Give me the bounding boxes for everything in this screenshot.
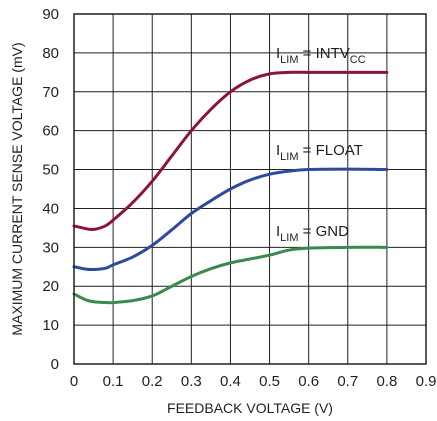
y-tick-label: 60 xyxy=(42,123,59,140)
x-tick-label: 0.1 xyxy=(103,373,124,390)
y-tick-label: 50 xyxy=(42,162,59,179)
x-tick-label: 0.5 xyxy=(259,373,280,390)
x-tick-label: 0 xyxy=(70,373,78,390)
y-tick-label: 10 xyxy=(42,317,59,334)
y-tick-label: 40 xyxy=(42,200,59,217)
series-annotation: ILIM = INTVCC xyxy=(276,45,366,66)
x-tick-label: 0.8 xyxy=(376,373,397,390)
x-tick-label: 0.7 xyxy=(337,373,358,390)
grid xyxy=(74,14,426,364)
x-tick-label: 0.9 xyxy=(416,373,437,390)
y-tick-labels: 0 10 20 30 40 50 60 70 80 90 xyxy=(42,6,59,373)
y-tick-label: 90 xyxy=(42,6,59,23)
x-tick-label: 0.3 xyxy=(181,373,202,390)
plot-series xyxy=(72,70,389,305)
y-tick-label: 30 xyxy=(42,239,59,256)
series-annotations: ILIM = INTVCC ILIM = FLOAT ILIM = GND xyxy=(276,45,366,244)
x-tick-label: 0.2 xyxy=(142,373,163,390)
series-annotation: ILIM = GND xyxy=(276,223,349,244)
series-line-float xyxy=(72,167,389,272)
x-axis-label: FEEDBACK VOLTAGE (V) xyxy=(167,400,333,416)
y-tick-label: 0 xyxy=(51,356,59,373)
x-tick-labels: 0 0.1 0.2 0.3 0.4 0.5 0.6 0.7 0.8 0.9 xyxy=(70,373,437,390)
y-tick-label: 70 xyxy=(42,84,59,101)
plot-frame xyxy=(73,13,427,365)
series-line-intvcc xyxy=(72,70,389,232)
y-axis-label: MAXIMUM CURRENT SENSE VOLTAGE (mV) xyxy=(9,42,25,335)
y-tick-label: 20 xyxy=(42,278,59,295)
series-line-gnd xyxy=(72,245,389,305)
series-annotation: ILIM = FLOAT xyxy=(276,142,363,163)
y-tick-label: 80 xyxy=(42,45,59,62)
x-tick-label: 0.4 xyxy=(220,373,241,390)
x-tick-label: 0.6 xyxy=(298,373,319,390)
